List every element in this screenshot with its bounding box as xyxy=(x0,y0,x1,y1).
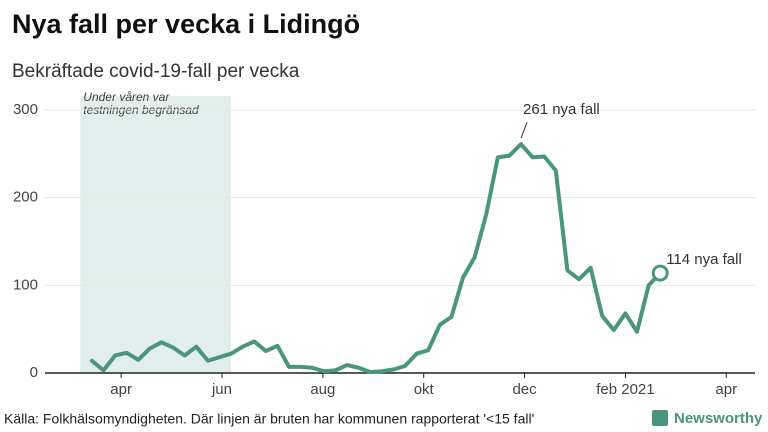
x-tick-label: dec xyxy=(512,381,537,398)
source: Källa: Folkhälsomyndigheten. Där linjen … xyxy=(4,411,534,427)
shade-band xyxy=(80,96,232,373)
annotation-leader xyxy=(520,122,528,139)
annotation-point xyxy=(651,264,669,282)
x-tick-label: jun xyxy=(211,381,232,398)
y-tick-label: 200 xyxy=(13,189,38,206)
chart-subtitle: Bekräftade covid-19-fall per vecka xyxy=(12,61,300,82)
annotation-label: 261 nya fall xyxy=(523,101,600,118)
annotation-label: 114 nya fall xyxy=(666,251,742,268)
brand: Newsworthy xyxy=(674,410,763,427)
x-tick-label: okt xyxy=(414,381,435,398)
chart-title: Nya fall per vecka i Lidingö xyxy=(12,9,360,39)
x-tick-label: apr xyxy=(715,381,737,398)
x-tick-label: aug xyxy=(310,381,335,398)
x-tick-label: apr xyxy=(110,381,132,398)
y-tick-label: 100 xyxy=(13,276,38,293)
x-tick-label: feb 2021 xyxy=(596,381,654,398)
shade-label: Under våren var xyxy=(83,90,170,104)
y-tick-label: 300 xyxy=(13,101,38,118)
line xyxy=(89,142,663,375)
y-tick-label: 0 xyxy=(30,364,38,381)
brand-logo xyxy=(652,410,668,426)
